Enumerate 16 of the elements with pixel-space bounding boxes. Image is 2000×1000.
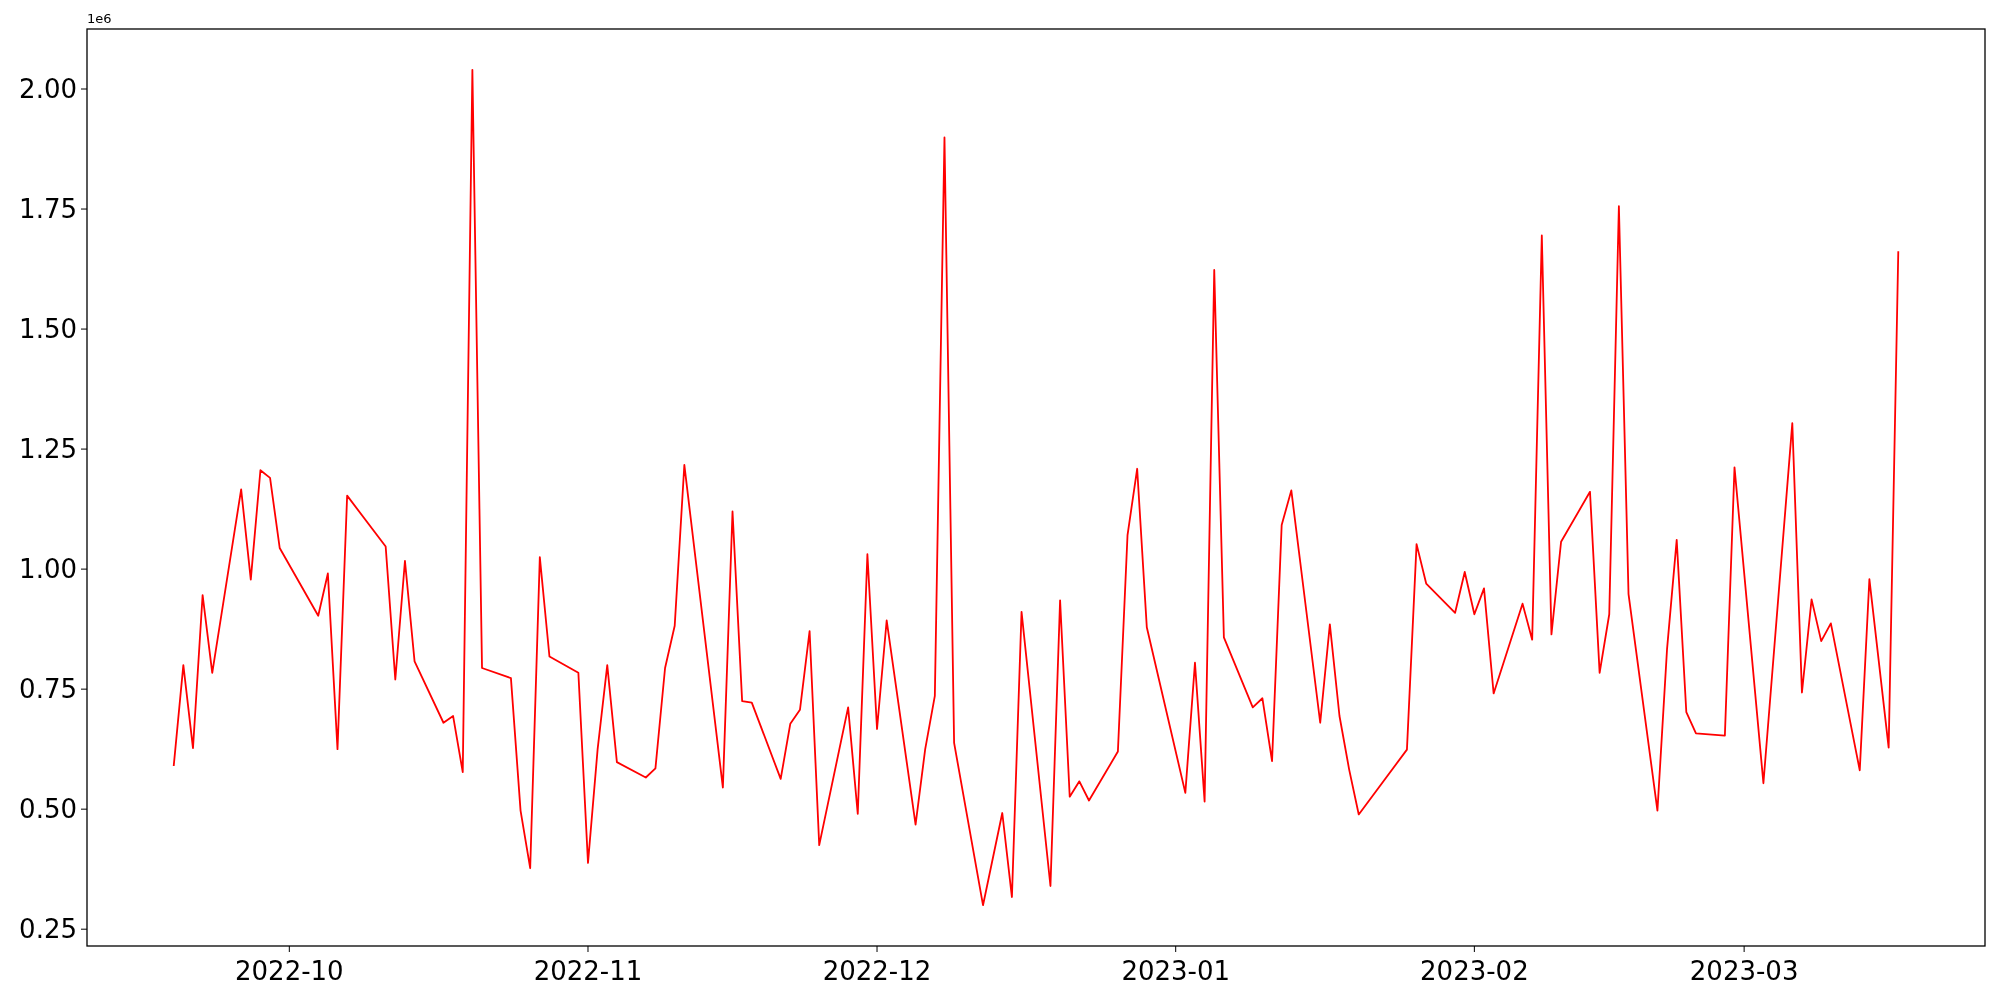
y-tick-label: 1.25 [19, 434, 77, 465]
x-tick-label: 2022-11 [533, 956, 643, 986]
y-tick-label: 0.25 [19, 914, 77, 945]
y-tick-label: 1.00 [19, 554, 77, 585]
y-tick-label: 0.75 [19, 674, 77, 705]
text: 1e6 [87, 11, 112, 26]
x-tick-label: 2023-03 [1689, 956, 1799, 986]
y-tick-label: 1.75 [19, 194, 77, 225]
y-tick-label: 0.50 [19, 794, 77, 825]
x-tick-label: 2023-02 [1420, 956, 1529, 986]
line-series [172, 68, 1900, 907]
x-tick-label: 2022-10 [235, 956, 344, 986]
y-tick-label: 1.50 [19, 314, 77, 345]
x-tick-label: 2022-12 [822, 956, 932, 986]
x-tick-label: 2023-01 [1121, 956, 1231, 986]
y-tick-label: 2.00 [19, 74, 77, 105]
